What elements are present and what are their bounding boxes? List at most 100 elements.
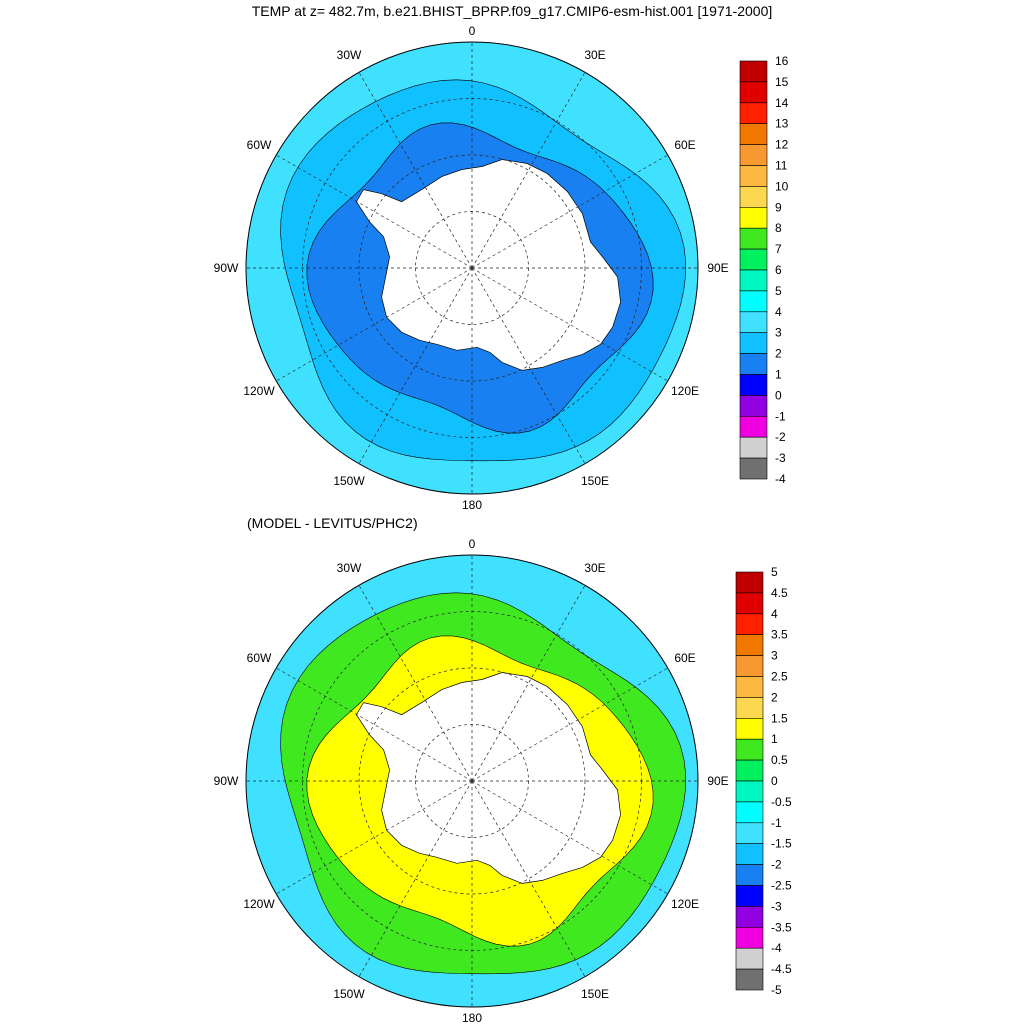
longitude-label: 90E	[707, 261, 728, 275]
meridian-line	[276, 667, 473, 782]
colorbar-swatch	[739, 248, 768, 271]
colorbar-label: 0	[771, 774, 778, 788]
longitude-label: 0	[469, 537, 476, 551]
colorbar-label: -1	[775, 409, 786, 423]
colorbar-label: 9	[775, 200, 782, 214]
longitude-label: 90W	[214, 774, 239, 788]
colorbar-swatch	[735, 634, 764, 656]
longitude-label: 30E	[584, 48, 605, 62]
colorbar-label: -1.5	[771, 837, 792, 851]
colorbar-swatch	[735, 717, 764, 740]
colorbar-label: -2	[775, 430, 786, 444]
longitude-label: 120W	[243, 384, 275, 398]
colorbar-swatch	[739, 457, 768, 480]
colorbar-label: 4	[771, 607, 778, 621]
bottom-polar-map: 0 30E 60E 90E 120E 150E 180 150W 120W 90W 60W 30W	[214, 537, 729, 1024]
meridian-line	[358, 585, 473, 782]
meridian-line	[471, 780, 668, 895]
longitude-label: 0	[469, 24, 476, 38]
longitude-label: 60W	[247, 138, 272, 152]
colorbar-swatch	[739, 311, 768, 333]
colorbar-swatch	[739, 102, 768, 125]
longitude-label: 60E	[674, 651, 695, 665]
colorbar-label: 12	[775, 138, 789, 152]
meridian-line	[471, 154, 668, 269]
longitude-label: 60E	[674, 138, 695, 152]
colorbar-swatch	[735, 801, 764, 824]
colorbar-swatch	[739, 186, 768, 208]
colorbar-swatch	[735, 676, 764, 698]
meridian-line	[471, 667, 668, 782]
colorbar-label: -1	[771, 816, 782, 830]
meridian-line	[276, 267, 473, 382]
colorbar-label: 7	[775, 242, 782, 256]
colorbar-label: 1	[775, 368, 782, 382]
colorbar-label: 2	[775, 347, 782, 361]
colorbar-label: 3	[771, 649, 778, 663]
colorbar-swatch	[735, 906, 764, 928]
map-border	[245, 554, 699, 1008]
antarctica-landmass	[355, 159, 621, 371]
longitude-label: 150W	[333, 474, 365, 488]
meridian-line	[471, 267, 586, 464]
longitude-label: 30E	[584, 561, 605, 575]
colorbar-label: 15	[775, 75, 789, 89]
colorbar-label: 1.5	[771, 711, 788, 725]
longitude-label: 30W	[337, 48, 362, 62]
colorbar-swatch	[735, 947, 764, 970]
colorbar-swatch	[735, 968, 764, 991]
colorbar-label: 4	[775, 305, 782, 319]
colorbar-swatch	[739, 123, 768, 145]
map-border	[245, 41, 699, 495]
meridian-line	[276, 154, 473, 269]
longitude-label: 120W	[243, 897, 275, 911]
colorbar-swatch	[739, 207, 768, 229]
colorbar-swatch	[735, 738, 764, 761]
colorbar-label: 2	[771, 690, 778, 704]
latitude-circle-2	[358, 154, 586, 382]
colorbar-label: 14	[775, 96, 789, 110]
top-polar-map: 0 30E 60E 90E 120E 150E 180 150W 120W 90W 60W 30W	[214, 24, 729, 512]
colorbar-label: 5	[775, 284, 782, 298]
colorbar-label: -4	[775, 472, 786, 486]
longitude-label: 180	[462, 1011, 482, 1024]
antarctica-landmass	[355, 672, 621, 884]
colorbar-swatch	[735, 822, 764, 844]
difference-subtitle: (MODEL - LEVITUS/PHC2)	[247, 515, 418, 531]
colorbar-swatch	[739, 165, 768, 187]
page-title: TEMP at z= 482.7m, b.e21.BHIST_BPRP.f09_…	[251, 3, 773, 19]
meridian-line	[471, 780, 586, 977]
longitude-label: 150E	[581, 474, 609, 488]
colorbar-label: 16	[775, 54, 789, 68]
colorbar-swatch	[735, 655, 764, 677]
colorbar-swatch	[735, 780, 764, 803]
colorbar-label: 0.5	[771, 753, 788, 767]
longitude-label: 120E	[671, 897, 699, 911]
colorbar-swatch	[739, 395, 768, 417]
colorbar-swatch	[735, 864, 764, 886]
colorbar-label: -0.5	[771, 795, 792, 809]
colorbar-label: -5	[771, 983, 782, 997]
colorbar-label: -2	[771, 858, 782, 872]
colorbar-swatch	[739, 269, 768, 292]
meridian-line	[358, 780, 473, 977]
meridian-line	[471, 585, 586, 782]
colorbar-swatch	[739, 81, 768, 104]
colorbar-swatch	[735, 592, 764, 615]
colorbar-label: 1	[771, 732, 778, 746]
colorbar-swatch	[739, 374, 768, 396]
colorbar-label: 0	[775, 388, 782, 402]
meridian-line	[358, 72, 473, 269]
colorbar-swatch	[735, 697, 764, 719]
meridian-line	[276, 780, 473, 895]
colorbar-swatch	[735, 885, 764, 907]
colorbar-label: -2.5	[771, 879, 792, 893]
colorbar-swatch	[735, 571, 764, 594]
longitude-label: 90E	[707, 774, 728, 788]
colorbar-label: 10	[775, 179, 789, 193]
colorbar-swatch	[739, 332, 768, 354]
colorbar-label: 13	[775, 117, 789, 131]
colorbar-label: 6	[775, 263, 782, 277]
longitude-label: 120E	[671, 384, 699, 398]
